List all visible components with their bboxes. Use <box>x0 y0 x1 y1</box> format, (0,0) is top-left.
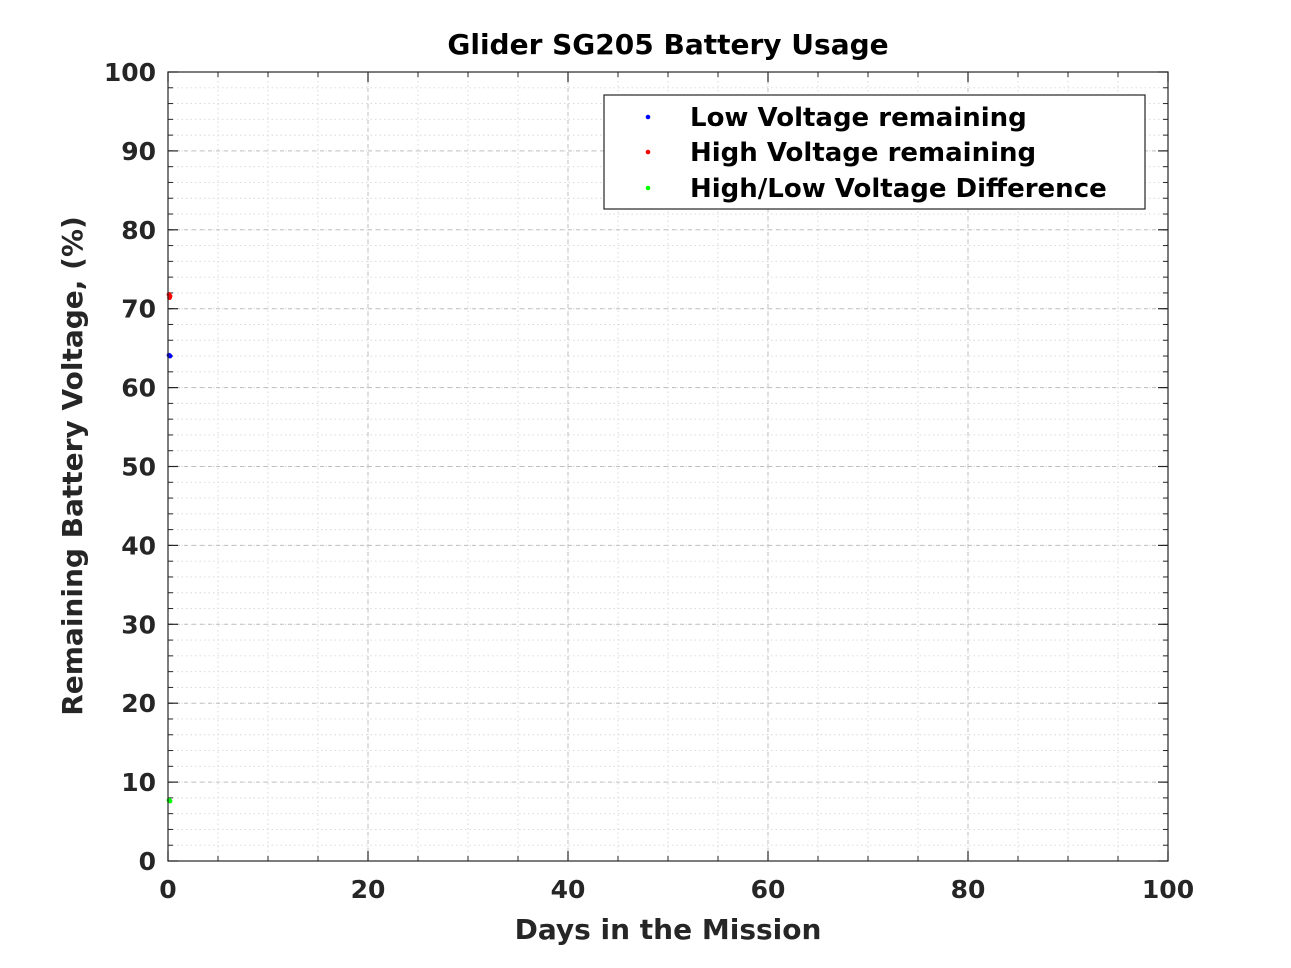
y-tick-label: 50 <box>121 453 156 482</box>
data-point <box>167 293 173 299</box>
x-tick-label: 80 <box>951 875 986 904</box>
legend-label-difference: High/Low Voltage Difference <box>690 174 1107 204</box>
legend-label-low-voltage: Low Voltage remaining <box>690 103 1027 133</box>
y-tick-label: 90 <box>121 137 156 166</box>
y-tick-label: 20 <box>121 689 156 718</box>
x-tick-label: 20 <box>351 875 386 904</box>
data-point <box>167 798 173 804</box>
y-tick-label: 30 <box>121 610 156 639</box>
x-tick-label: 0 <box>159 875 176 904</box>
x-tick-label: 40 <box>551 875 586 904</box>
y-tick-label: 40 <box>121 531 156 560</box>
x-tick-label: 100 <box>1142 875 1194 904</box>
legend-marker-low-voltage <box>645 114 651 120</box>
y-axis-label: Remaining Battery Voltage, (%) <box>56 216 89 716</box>
legend-box <box>603 94 1146 210</box>
legend: Low Voltage remaining High Voltage remai… <box>603 94 1146 210</box>
data-point <box>167 353 173 359</box>
chart-title: Glider SG205 Battery Usage <box>447 28 888 61</box>
x-axis-label: Days in the Mission <box>515 913 822 946</box>
legend-marker-difference <box>645 185 651 191</box>
y-tick-label: 70 <box>121 295 156 324</box>
legend-label-high-voltage: High Voltage remaining <box>690 138 1036 168</box>
y-tick-label: 100 <box>104 58 156 87</box>
y-tick-label: 10 <box>121 768 156 797</box>
y-tick-label: 60 <box>121 374 156 403</box>
legend-marker-high-voltage <box>645 149 651 155</box>
y-tick-label: 80 <box>121 216 156 245</box>
x-tick-labels: 0 20 40 60 80 100 <box>159 875 1194 904</box>
plot-frame <box>167 71 1169 862</box>
x-tick-label: 60 <box>751 875 786 904</box>
y-tick-label: 0 <box>139 847 156 876</box>
y-tick-labels: 0 10 20 30 40 50 60 70 80 90 100 <box>104 58 156 876</box>
